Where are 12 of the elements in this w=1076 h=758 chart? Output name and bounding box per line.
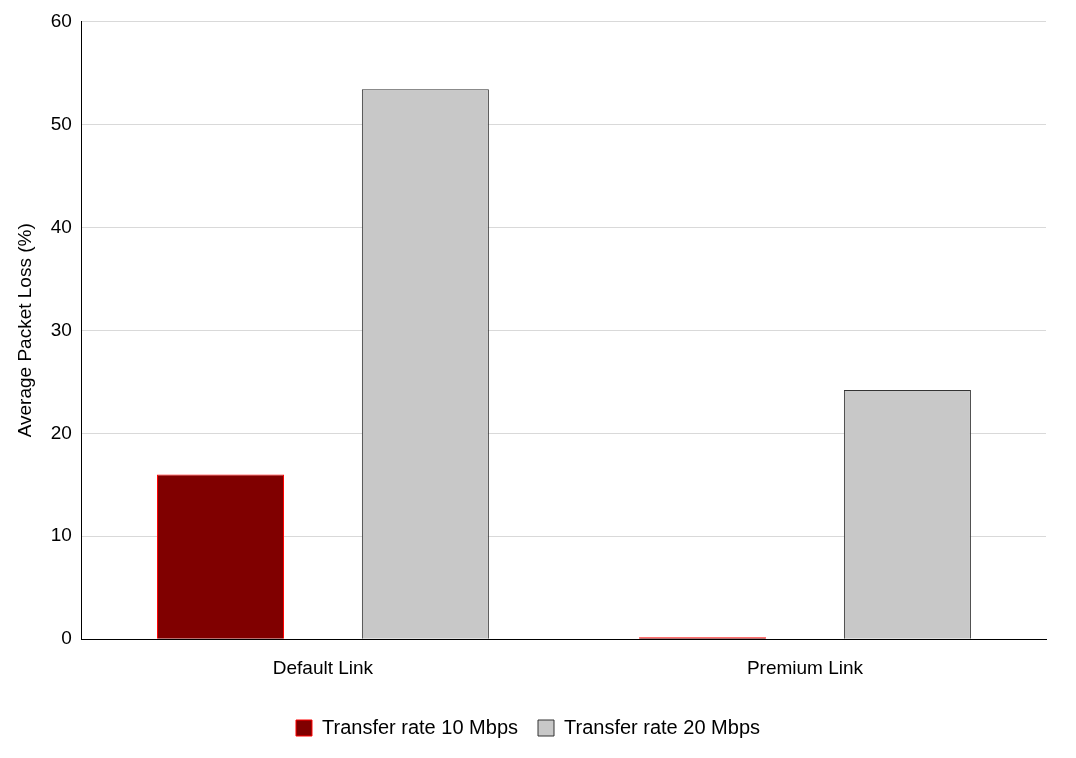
y-tick-label: 20 [50, 421, 72, 443]
y-tick-label: 50 [50, 112, 72, 134]
y-tick-label: 60 [50, 9, 72, 31]
y-tick-label: 0 [61, 627, 72, 649]
legend-label: Transfer rate 20 Mbps [564, 715, 761, 738]
x-tick-label: Default Link [272, 656, 374, 678]
legend-label: Transfer rate 10 Mbps [321, 715, 519, 738]
y-axis-title: Average Packet Loss (%) [13, 223, 35, 438]
x-tick-label: Premium Link [746, 656, 864, 678]
y-tick-label: 30 [50, 318, 72, 340]
y-tick-label: 10 [50, 524, 72, 546]
y-tick-label: 40 [50, 215, 72, 237]
